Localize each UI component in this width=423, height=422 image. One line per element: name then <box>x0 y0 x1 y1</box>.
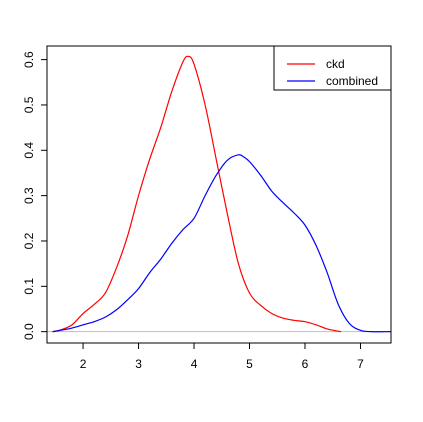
y-tick-label: 0.5 <box>22 96 36 113</box>
x-tick-label: 3 <box>135 357 142 371</box>
legend-label: ckd <box>326 57 345 71</box>
x-tick-label: 6 <box>302 357 309 371</box>
y-tick-label: 0.3 <box>22 187 36 204</box>
legend: ckd combined <box>273 45 392 91</box>
plot-frame <box>46 45 392 344</box>
y-tick-label: 0.6 <box>22 51 36 68</box>
y-tick-label: 0.0 <box>22 323 36 340</box>
legend-box <box>273 45 392 91</box>
y-tick-label: 0.2 <box>22 232 36 249</box>
legend-label: combined <box>326 74 378 88</box>
series-line-combined <box>52 154 392 333</box>
x-tick-label: 4 <box>191 357 198 371</box>
x-tick-label: 7 <box>357 357 364 371</box>
series-line-ckd <box>52 55 342 333</box>
series-layer <box>52 55 392 333</box>
y-tick-label: 0.1 <box>22 278 36 295</box>
axis-layer: 2 3 4 5 6 7 0.0 0.1 0.2 0.3 0.4 0.5 0.6 <box>22 51 364 371</box>
x-tick-label: 5 <box>246 357 253 371</box>
x-tick-label: 2 <box>80 357 87 371</box>
y-tick-label: 0.4 <box>22 142 36 159</box>
